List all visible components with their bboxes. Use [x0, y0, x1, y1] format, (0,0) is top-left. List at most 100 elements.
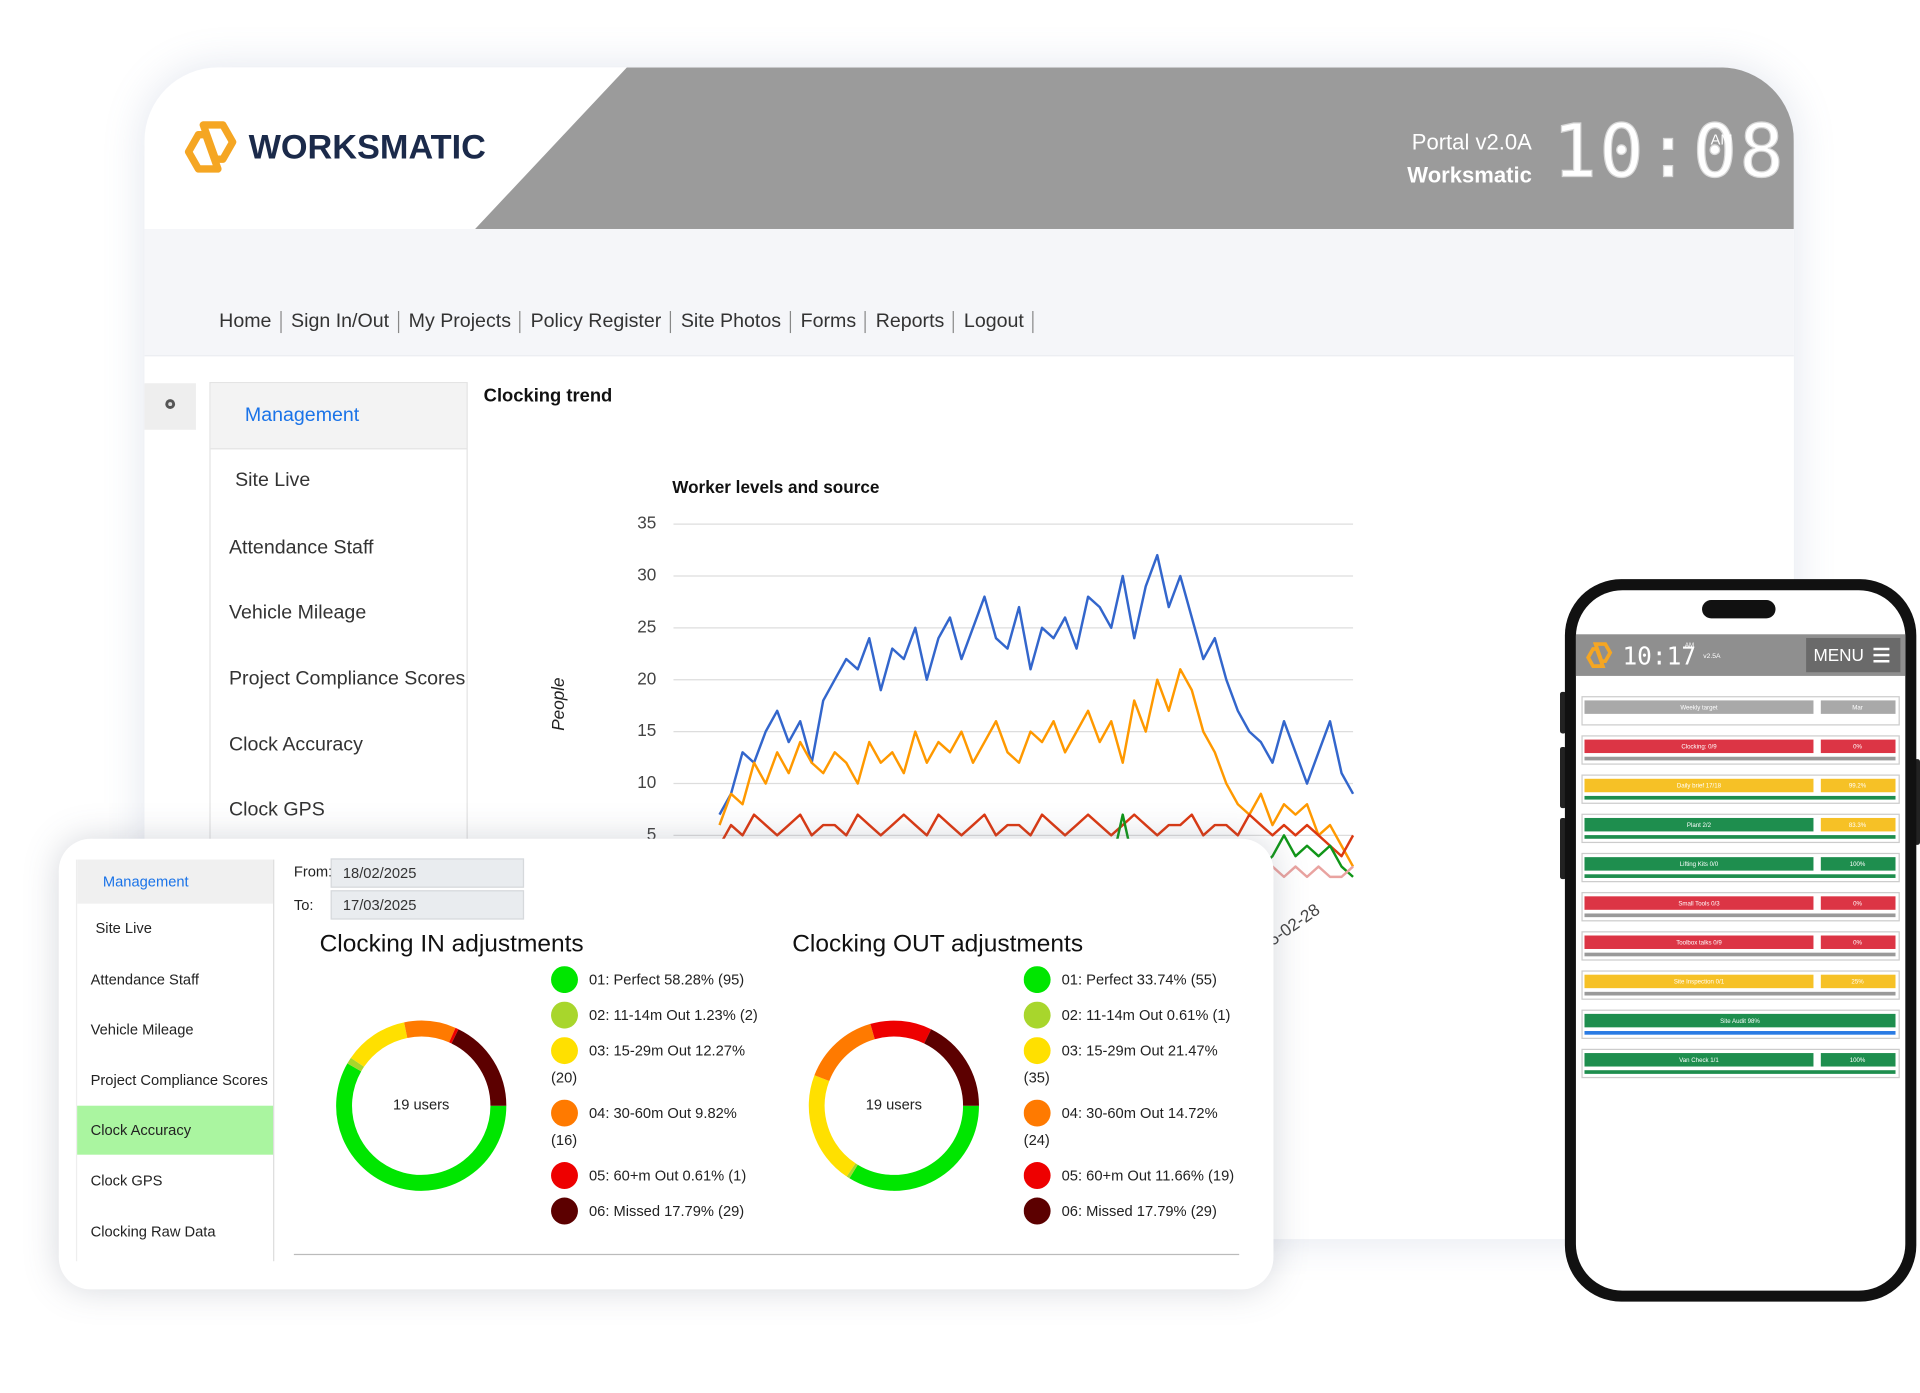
legend-swatch: [551, 1037, 578, 1065]
status-value: 83.3%: [1849, 822, 1867, 829]
legend-value: 21.47% (35): [1023, 1042, 1218, 1087]
sidebar-item[interactable]: Vehicle Mileage: [77, 1005, 273, 1054]
legend-swatch: [551, 966, 578, 994]
donut-slice: [814, 1023, 876, 1082]
donut-slice: [449, 1027, 459, 1044]
clock-ampm: AM: [1710, 131, 1733, 149]
status-value: 99.2%: [1849, 783, 1867, 790]
donut-slice: [451, 1029, 507, 1107]
sidebar: Management Site Live Attendance Staff Vehic…: [75, 859, 275, 1262]
legend-swatch: [1023, 1197, 1051, 1225]
portal-info: Portal v2.0A Worksmatic: [1407, 126, 1532, 192]
nav-link[interactable]: Policy Register: [521, 311, 672, 334]
sidebar-label: Clock Accuracy: [90, 1121, 192, 1139]
nav-link[interactable]: Reports: [866, 311, 955, 334]
nav-link[interactable]: Forms: [791, 311, 866, 334]
sidebar-item[interactable]: Clock GPS: [229, 800, 325, 822]
legend-value: 9.82% (16): [551, 1104, 737, 1149]
legend-item: 02: 11-14m Out 0.61% (1): [1023, 1001, 1240, 1029]
legend-item: 04: 30-60m Out 14.72% (24): [1023, 1099, 1240, 1154]
sidebar-label: Management: [102, 873, 189, 891]
legend-item: 05: 60+m Out 0.61% (1): [551, 1162, 767, 1189]
status-value: 100%: [1850, 861, 1866, 868]
legend-value: 11.66% (19): [1155, 1166, 1235, 1185]
nav-band: [144, 228, 1794, 357]
legend-label: 06: Missed: [1061, 1202, 1133, 1220]
status-value-bar: [1820, 857, 1896, 871]
sidebar-item[interactable]: Site Live: [77, 904, 273, 953]
nav-link[interactable]: Site Photos: [671, 311, 791, 334]
sidebar-label: Vehicle Mileage: [228, 602, 367, 624]
sidebar-label: Clock Accuracy: [228, 734, 363, 756]
sidebar-item[interactable]: Vehicle Mileage: [229, 602, 366, 624]
legend-label: 05: 60+m Out: [588, 1166, 679, 1185]
sidebar-label: Management: [244, 404, 360, 426]
legend-swatch: [1023, 1001, 1051, 1029]
legend-swatch: [1023, 1037, 1051, 1065]
sidebar-label: Project Compliance Scores: [90, 1071, 268, 1089]
menu-button[interactable]: [1806, 637, 1901, 673]
nav-link[interactable]: Sign In/Out: [281, 311, 399, 334]
sidebar-item[interactable]: Project Compliance Scores: [229, 669, 465, 691]
donut-slice: [923, 1029, 979, 1107]
sidebar-header[interactable]: Management: [210, 383, 467, 450]
chart-title: Clocking IN adjustments: [319, 930, 584, 958]
nav-link[interactable]: Logout: [954, 311, 1034, 334]
chart-title: Clocking OUT adjustments: [792, 930, 1084, 958]
legend-item: 04: 30-60m Out 9.82% (16): [551, 1099, 767, 1154]
status-value-bar: [1820, 1053, 1896, 1067]
eye-icon: [165, 399, 176, 409]
legend-item: 02: 11-14m Out 1.23% (2): [551, 1001, 767, 1029]
sidebar-item[interactable]: Clock Accuracy: [229, 735, 363, 757]
sidebar-item[interactable]: Site Live: [229, 470, 310, 492]
donut-center-label: 19 users: [866, 1098, 922, 1114]
nav-link[interactable]: My Projects: [399, 311, 521, 334]
legend-value: 1.23% (2): [694, 1006, 758, 1024]
legend-label: 06: Missed: [588, 1202, 661, 1220]
sidebar-label: Site Live: [95, 919, 152, 937]
legend-label: 04: 30-60m Out: [1061, 1104, 1164, 1122]
sidebar-item[interactable]: Clock Accuracy: [77, 1105, 274, 1155]
status-value: 0%: [1853, 939, 1862, 946]
legend: 01: Perfect 33.74% (55) 02: 11-14m Out 0.…: [1023, 966, 1240, 1233]
toggle[interactable]: [144, 383, 196, 430]
header: WORKSMATIC: [184, 67, 1794, 229]
legend-value: 17.79% (29): [1136, 1202, 1217, 1220]
sidebar-item[interactable]: Clock GPS: [77, 1156, 273, 1205]
from-input[interactable]: 18/02/2025: [330, 858, 525, 888]
sidebar-item[interactable]: Attendance Staff: [229, 538, 374, 560]
legend-value: 58.28% (95): [664, 971, 745, 989]
sidebar-item[interactable]: Attendance Staff: [77, 955, 273, 1004]
status-value: 0%: [1853, 900, 1862, 907]
donut-slice: [846, 1163, 858, 1179]
divider: [293, 1253, 1240, 1256]
legend-value: 0.61% (1): [682, 1166, 747, 1185]
sidebar-label: Clocking Raw Data: [90, 1223, 216, 1241]
legend-item: 05: 60+m Out 11.66% (19): [1023, 1162, 1240, 1189]
status-value: 25%: [1851, 979, 1864, 986]
org-name: Worksmatic: [1407, 162, 1532, 188]
legend: 01: Perfect 58.28% (95) 02: 11-14m Out 1.…: [551, 966, 767, 1233]
legend-value: 12.27% (20): [551, 1042, 746, 1087]
sidebar-label: Site Live: [235, 470, 311, 492]
legend-swatch: [1023, 1099, 1051, 1127]
from-label: From:: [293, 863, 333, 881]
status-value-bar: [1820, 778, 1896, 793]
legend-label: 03: 15-29m Out: [588, 1042, 692, 1060]
nav-link[interactable]: Home: [219, 311, 282, 334]
header-band: [475, 67, 1794, 229]
sidebar-item[interactable]: Clocking Raw Data: [77, 1207, 273, 1256]
to-label: To:: [293, 896, 314, 914]
legend-label: 02: 11-14m Out: [1061, 1006, 1163, 1024]
legend-swatch: [1023, 1162, 1051, 1189]
status-value-bar: [1820, 974, 1896, 989]
status-value-bar: [1820, 700, 1896, 714]
to-input[interactable]: 17/03/2025: [330, 890, 525, 920]
sidebar-header[interactable]: Management: [77, 859, 274, 904]
legend-label: 01: Perfect: [1061, 971, 1133, 989]
legend-item: 06: Missed 17.79% (29): [551, 1197, 767, 1225]
sidebar-item[interactable]: Project Compliance Scores: [77, 1056, 273, 1105]
status-value-bar: [1820, 817, 1896, 832]
donut-slice: [808, 1075, 856, 1177]
